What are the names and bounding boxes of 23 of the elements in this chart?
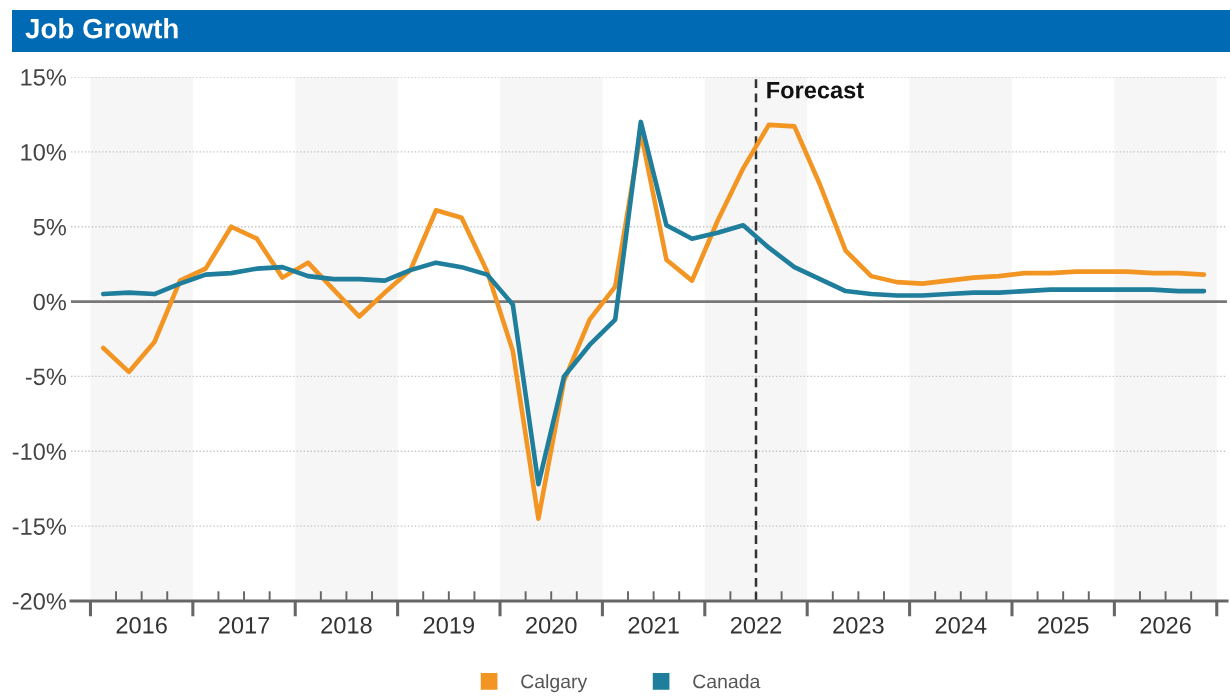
x-tick-label: 2024 (935, 616, 987, 634)
y-tick-label: 10% (21, 143, 66, 161)
y-tick-label: 15% (21, 69, 66, 86)
x-tick-label: 2021 (628, 616, 679, 634)
x-tick-label: 2018 (321, 616, 372, 634)
y-tick-label: -5% (25, 368, 66, 386)
x-tick-label: 2025 (1038, 616, 1089, 634)
chart-title: Job Growth (25, 18, 178, 39)
x-tick-label: 2019 (423, 616, 474, 634)
x-tick-label: 2023 (833, 616, 884, 634)
ref-line-label: Forecast (767, 82, 864, 99)
x-tick-label: 2020 (526, 616, 577, 634)
y-tick-label: 0% (33, 293, 66, 311)
x-tick-label: 2022 (730, 616, 782, 634)
legend-label: Canada (693, 674, 761, 689)
x-tick-label: 2016 (116, 616, 167, 634)
y-tick-label: 5% (33, 218, 66, 236)
legend-label: Calgary (521, 674, 588, 693)
x-tick-label: 2026 (1140, 616, 1191, 634)
y-tick-label: -20% (12, 593, 66, 610)
x-tick-label: 2017 (218, 616, 270, 634)
y-tick-label: -10% (12, 443, 66, 461)
y-tick-label: -15% (12, 518, 66, 535)
